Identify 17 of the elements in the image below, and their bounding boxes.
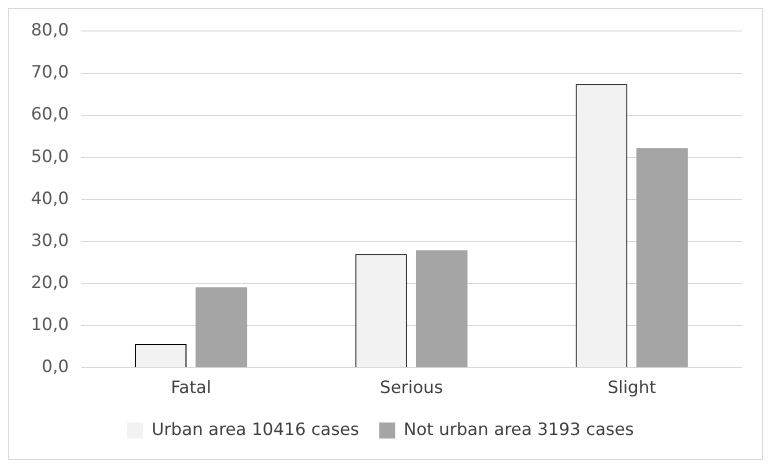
- y-tick-label: 80,0: [30, 20, 69, 41]
- bar: [196, 287, 248, 368]
- y-tick-label: 70,0: [30, 62, 69, 83]
- legend-label: Urban area 10416 cases: [152, 420, 360, 440]
- bar: [416, 250, 468, 368]
- y-tick-label: 60,0: [30, 104, 69, 125]
- x-tick-label: Serious: [380, 378, 444, 398]
- y-tick-label: 30,0: [30, 230, 69, 251]
- bar: [636, 148, 688, 368]
- x-tick-label: Slight: [608, 378, 656, 398]
- y-tick-label: 40,0: [30, 188, 69, 209]
- y-tick-label: 0,0: [42, 357, 69, 378]
- legend-label: Not urban area 3193 cases: [404, 420, 634, 440]
- y-tick-label: 20,0: [30, 272, 69, 293]
- y-tick-label: 10,0: [30, 314, 69, 335]
- x-tick-label: Fatal: [170, 378, 212, 398]
- y-tick-label: 50,0: [30, 146, 69, 167]
